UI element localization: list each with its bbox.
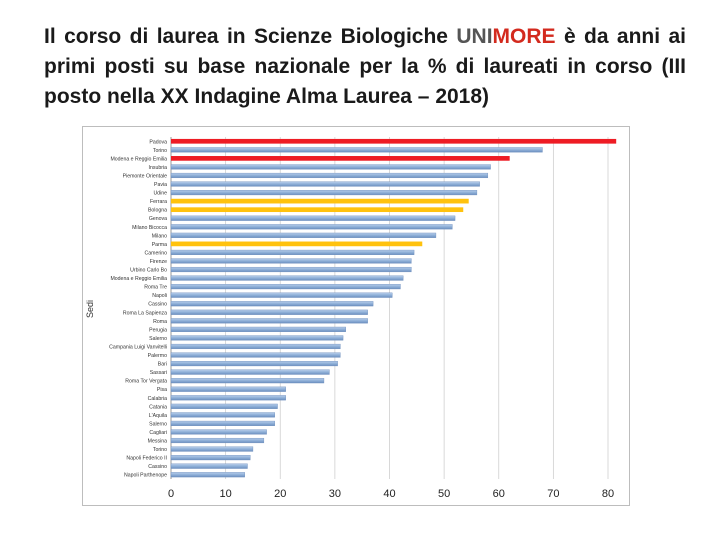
category-label: Firenze (150, 259, 167, 265)
category-label: Bari (158, 362, 167, 368)
bar (170, 147, 543, 153)
bar (170, 386, 286, 392)
category-label: Roma (153, 319, 167, 325)
category-label: Perugia (149, 327, 167, 333)
bar (170, 164, 491, 170)
category-label: Camerino (145, 250, 168, 256)
bar (171, 207, 464, 213)
bar (170, 258, 412, 264)
category-label: Roma Tre (144, 285, 167, 291)
x-tick-label: 10 (220, 488, 232, 500)
bar (171, 156, 510, 161)
bar (170, 352, 341, 358)
y-axis-label: Sedi (85, 300, 95, 318)
category-label: Modena e Reggio Emilia (110, 156, 167, 162)
category-label: Sassari (150, 370, 167, 376)
bar (170, 190, 478, 196)
category-label: Napoli Parthenope (124, 473, 167, 479)
category-label: Cassino (148, 302, 167, 308)
category-label: L'Aquila (149, 413, 167, 419)
x-tick-label: 60 (493, 488, 505, 500)
category-label: Torino (153, 148, 167, 154)
bar (170, 446, 254, 452)
category-label: Piemonte Orientale (123, 173, 168, 179)
category-label: Cagliari (149, 430, 167, 436)
title-brand-more: MORE (492, 25, 556, 48)
bar (171, 198, 469, 204)
bar (171, 138, 617, 144)
bar (170, 455, 251, 461)
bar (170, 437, 265, 444)
x-tick-label: 80 (602, 488, 614, 500)
bar (170, 412, 275, 418)
bar (170, 335, 344, 341)
bar (170, 181, 480, 187)
category-label: Insubria (149, 165, 168, 171)
category-label: Udine (153, 191, 167, 197)
category-label: Cassino (148, 464, 167, 470)
category-label: Roma Tor Vergata (125, 379, 167, 385)
bar (170, 420, 275, 426)
category-label: Calabria (148, 396, 167, 402)
bar-chart: Padova Torino Modena e Reggio Emilia Insubr… (85, 137, 617, 500)
category-label: Padova (149, 139, 167, 145)
category-label: Palermo (148, 353, 167, 359)
slide-title: Il corso di laurea in Scienze Biologiche… (44, 22, 686, 112)
x-tick-label: 20 (274, 488, 286, 500)
title-text-post: è da anni ai primi posti su base naziona… (44, 25, 686, 108)
x-tick-label: 0 (168, 488, 174, 500)
bar (170, 266, 412, 273)
bar (170, 224, 453, 230)
category-label: Napoli Federico II (126, 456, 167, 462)
title-brand-uni: UNI (456, 25, 493, 48)
bar (171, 241, 423, 247)
category-label: Milano Bicocca (132, 225, 167, 231)
bar (170, 284, 401, 290)
category-label: Messina (148, 439, 167, 445)
category-label: Milano (152, 233, 167, 239)
category-label: Campania Luigi Vanvitelli (109, 344, 167, 350)
title-text-pre: Il corso di laurea in Scienze Biologiche (44, 25, 457, 48)
category-label: Roma La Sapienza (123, 310, 167, 316)
bar (170, 292, 393, 298)
x-tick-label: 70 (547, 488, 559, 500)
category-label: Bologna (148, 208, 167, 214)
category-label: Pavia (154, 182, 167, 188)
bar (170, 249, 415, 255)
category-label: Parma (152, 242, 167, 248)
bar (170, 361, 338, 367)
bar (170, 318, 368, 324)
bar (170, 472, 245, 478)
category-label: Modena e Reggio Emilia (110, 276, 167, 282)
bar (170, 301, 374, 307)
category-label: Salerno (149, 421, 167, 427)
chart-frame: Padova Torino Modena e Reggio Emilia Insubr… (82, 126, 630, 506)
bar (170, 378, 325, 384)
category-label: Pisa (157, 387, 167, 393)
category-label: Ferrara (150, 199, 167, 205)
category-label: Urbino Carlo Bo (130, 268, 167, 274)
x-tick-label: 30 (329, 488, 341, 500)
bar (170, 232, 437, 238)
x-tick-label: 50 (438, 488, 450, 500)
bar (170, 463, 248, 469)
category-label: Torino (153, 447, 167, 453)
bar (170, 429, 267, 435)
category-label: Napoli (152, 293, 167, 299)
bar (170, 326, 347, 332)
category-label: Catania (149, 404, 167, 410)
bar (170, 369, 330, 375)
bar (170, 395, 286, 401)
bar (170, 172, 489, 179)
category-label: Genova (149, 216, 167, 222)
bar (170, 275, 404, 281)
bar (170, 309, 368, 315)
bar (170, 403, 278, 409)
bar (170, 215, 456, 221)
category-label: Salerno (149, 336, 167, 342)
bar (170, 343, 341, 350)
x-tick-label: 40 (383, 488, 395, 500)
